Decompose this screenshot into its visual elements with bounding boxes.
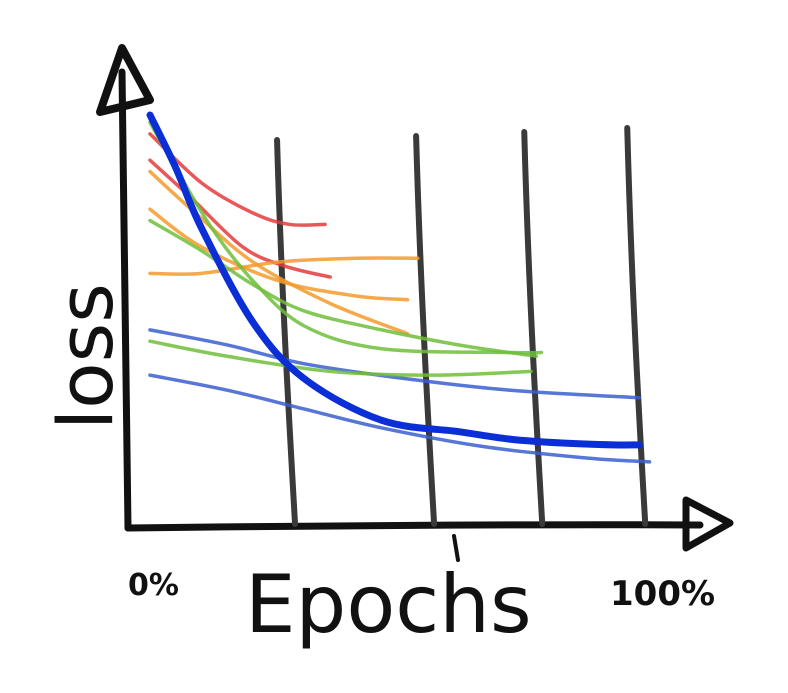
x-axis-line (124, 521, 704, 532)
loss-curve (148, 218, 538, 359)
vertical-marker-lines (274, 125, 649, 527)
loss-curve (148, 339, 533, 377)
x-axis-tick-mark (452, 534, 460, 562)
x-axis-label: Epochs (245, 558, 532, 651)
loss-curve (148, 158, 332, 279)
x-tick-label-end: 100% (610, 574, 715, 614)
vertical-marker-line (521, 129, 546, 527)
loss-curve (148, 207, 410, 302)
loss-curves (146, 111, 652, 464)
y-axis-line (118, 68, 132, 532)
loss-curve-main (146, 111, 643, 449)
loss-curve (148, 132, 327, 227)
vertical-marker-line (624, 125, 649, 527)
x-tick-label-start: 0% (128, 568, 179, 603)
vertical-marker-line (413, 133, 438, 527)
loss-curve (148, 256, 420, 276)
loss-curve (148, 169, 410, 336)
loss-curve (148, 373, 652, 464)
y-axis-label: loss (41, 283, 130, 430)
vertical-marker-line (274, 137, 299, 527)
x-axis-arrowhead (682, 496, 734, 552)
loss-curve (148, 328, 641, 400)
y-axis-arrowhead (96, 44, 154, 116)
